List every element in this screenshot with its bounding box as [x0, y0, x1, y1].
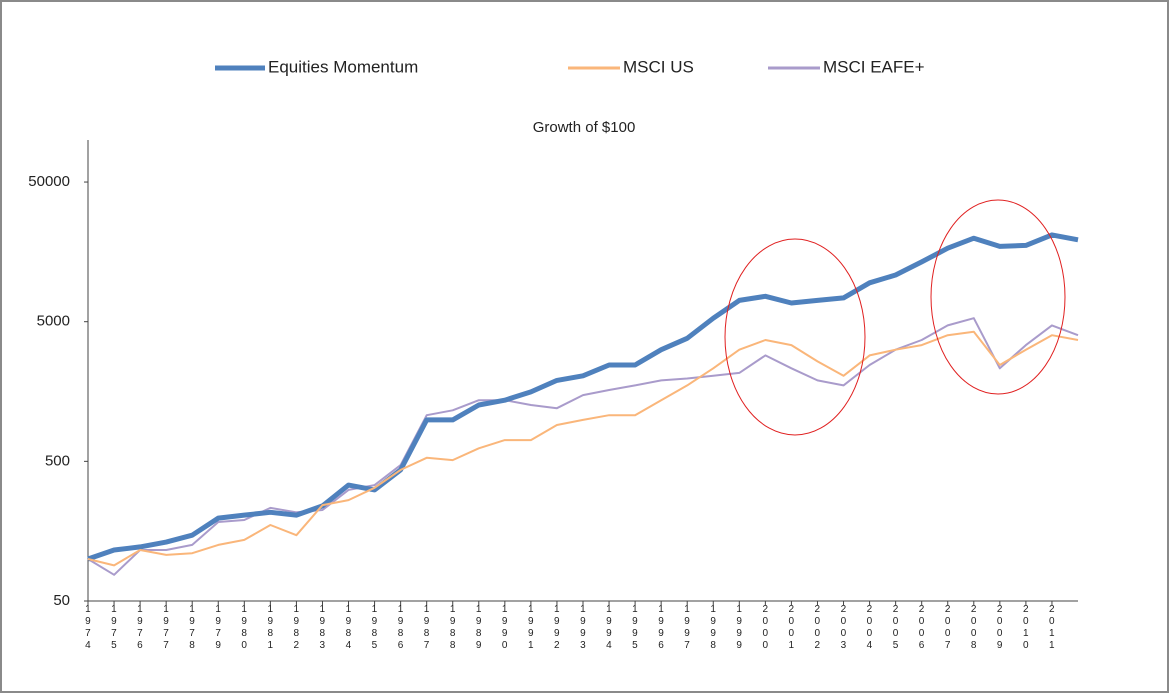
x-tick-label: 1974 — [82, 604, 93, 652]
x-tick-label: 1977 — [161, 604, 172, 652]
x-tick-label: 1983 — [317, 604, 328, 652]
series-line — [87, 232, 1079, 562]
highlight-circle — [724, 238, 866, 436]
x-tick-label: 1987 — [421, 604, 432, 652]
x-tick-label: 2007 — [942, 604, 953, 652]
x-tick-label: 2005 — [890, 604, 901, 652]
x-tick-label: 2008 — [968, 604, 979, 652]
x-tick-label: 1982 — [291, 604, 302, 652]
y-tick-label: 500 — [45, 452, 70, 469]
y-tick-label: 50 — [53, 592, 70, 609]
series-line — [87, 317, 1079, 576]
x-tick-label: 1979 — [213, 604, 224, 652]
x-tick-label: 1992 — [551, 604, 562, 652]
x-tick-label: 1998 — [708, 604, 719, 652]
x-tick-label: 2009 — [994, 604, 1005, 652]
x-tick-label: 2000 — [760, 604, 771, 652]
x-tick-label: 1999 — [734, 604, 745, 652]
x-tick-label: 1995 — [629, 604, 640, 652]
x-tick-label: 1978 — [187, 604, 198, 652]
x-tick-label: 1997 — [682, 604, 693, 652]
x-tick-label: 1985 — [369, 604, 380, 652]
x-tick-label: 1996 — [656, 604, 667, 652]
x-tick-label: 2004 — [864, 604, 875, 652]
plot — [87, 232, 1079, 576]
x-tick-label: 1994 — [603, 604, 614, 652]
x-tick-label: 2010 — [1020, 604, 1031, 652]
x-tick-label: 1990 — [499, 604, 510, 652]
x-tick-label: 2011 — [1046, 604, 1057, 652]
x-tick-label: 2006 — [916, 604, 927, 652]
x-tick-label: 2001 — [786, 604, 797, 652]
x-tick-label: 1986 — [395, 604, 406, 652]
legend-label: MSCI EAFE+ — [823, 57, 925, 76]
highlight-circle — [930, 199, 1066, 395]
x-tick-label: 2003 — [838, 604, 849, 652]
x-tick-label: 1991 — [525, 604, 536, 652]
legend-label: MSCI US — [623, 57, 694, 76]
x-tick-label: 1989 — [473, 604, 484, 652]
x-tick-label: 1975 — [108, 604, 119, 652]
x-tick-label: 1993 — [577, 604, 588, 652]
x-tick-label: 1981 — [265, 604, 276, 652]
y-tick-label: 5000 — [37, 313, 70, 330]
x-tick-label: 1976 — [134, 604, 145, 652]
x-tick-label: 1988 — [447, 604, 458, 652]
x-tick-label: 1980 — [239, 604, 250, 652]
x-tick-label: 1984 — [343, 604, 354, 652]
series-line — [87, 330, 1079, 567]
chart-title: Growth of $100 — [533, 119, 636, 136]
legend-label: Equities Momentum — [268, 57, 418, 76]
y-tick-label: 50000 — [28, 173, 70, 190]
x-tick-label: 2002 — [812, 604, 823, 652]
